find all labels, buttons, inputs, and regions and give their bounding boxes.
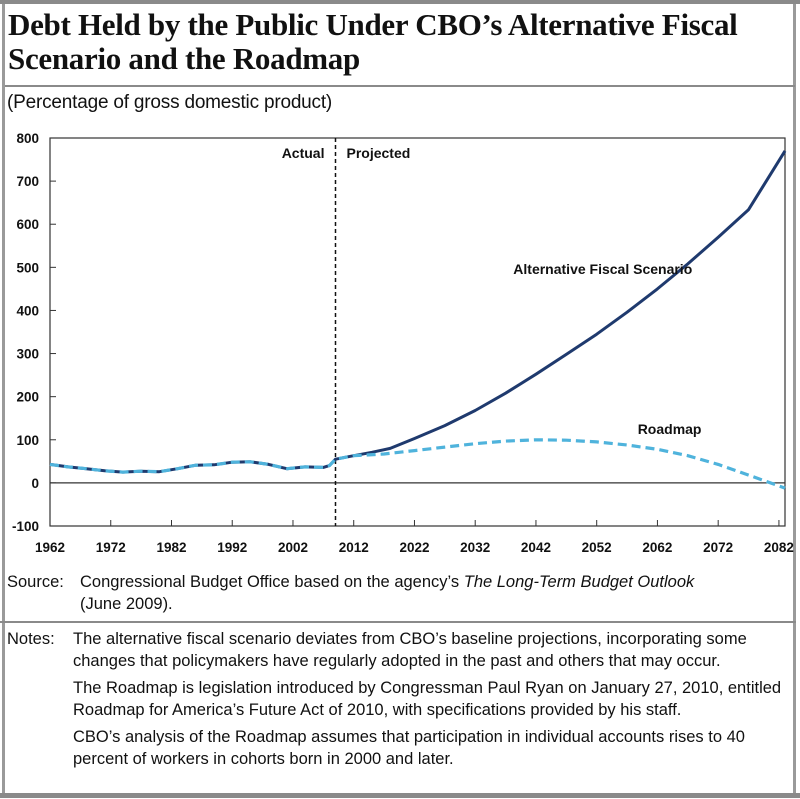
note-text-3: CBO’s analysis of the Roadmap assumes th… bbox=[73, 728, 745, 768]
x-tick-label: 2072 bbox=[703, 540, 733, 555]
source-text: Congressional Budget Office based on the… bbox=[80, 573, 464, 591]
x-tick-label: 2042 bbox=[521, 540, 551, 555]
page-title: Debt Held by the Public Under CBO’s Alte… bbox=[8, 7, 738, 76]
y-tick-label: 0 bbox=[31, 476, 39, 491]
note-3: CBO’s analysis of the Roadmap assumes th… bbox=[7, 726, 797, 770]
source-publication: The Long-Term Budget Outlook bbox=[463, 573, 695, 591]
x-tick-label: 1982 bbox=[156, 540, 186, 555]
roadmap-series-label: Roadmap bbox=[638, 421, 702, 437]
source-date: (June 2009). bbox=[80, 595, 173, 613]
note-text-1: The alternative fiscal scenario deviates… bbox=[73, 630, 747, 670]
roadmap-line bbox=[49, 438, 786, 490]
x-tick-label: 2032 bbox=[460, 540, 490, 555]
source-label: Source: bbox=[7, 573, 64, 591]
x-tick-label: 1962 bbox=[35, 540, 65, 555]
y-tick-label: 300 bbox=[16, 347, 39, 362]
x-tick-label: 2062 bbox=[642, 540, 672, 555]
x-tick-label: 1992 bbox=[217, 540, 247, 555]
projected-label: Projected bbox=[346, 145, 410, 161]
x-tick-label: 2002 bbox=[278, 540, 308, 555]
x-tick-label: 2012 bbox=[339, 540, 369, 555]
x-tick-label: 2052 bbox=[582, 540, 612, 555]
y-tick-label: 200 bbox=[16, 390, 39, 405]
bottom-rule bbox=[0, 793, 800, 798]
actual-label: Actual bbox=[282, 145, 325, 161]
y-tick-label: -100 bbox=[12, 519, 39, 534]
note-1: Notes: The alternative fiscal scenario d… bbox=[7, 628, 797, 672]
y-tick-label: 500 bbox=[16, 260, 39, 275]
x-tick-label: 1972 bbox=[96, 540, 126, 555]
top-rule bbox=[0, 0, 800, 4]
note-2: The Roadmap is legislation introduced by… bbox=[7, 677, 797, 721]
y-tick-label: 600 bbox=[16, 217, 39, 232]
y-tick-label: 100 bbox=[16, 433, 39, 448]
chart-subtitle: (Percentage of gross domestic product) bbox=[7, 92, 333, 113]
notes-section: Source: Congressional Budget Office base… bbox=[0, 571, 797, 775]
y-tick-label: 700 bbox=[16, 174, 39, 189]
alternative-series-label: Alternative Fiscal Scenario bbox=[513, 261, 692, 277]
title-rule bbox=[5, 85, 795, 87]
y-tick-label: 800 bbox=[16, 131, 39, 146]
plot-frame bbox=[49, 137, 786, 527]
source-note: Source: Congressional Budget Office base… bbox=[7, 571, 797, 615]
notes-divider bbox=[0, 621, 796, 623]
chart-svg: -100 0 100 200 300 400 500 600 700 800 1962 1972 198… bbox=[12, 131, 794, 555]
note-text-2: The Roadmap is legislation introduced by… bbox=[73, 679, 782, 719]
x-tick-label: 2022 bbox=[399, 540, 429, 555]
notes-label: Notes: bbox=[7, 630, 55, 648]
x-tick-label: 2082 bbox=[764, 540, 794, 555]
y-tick-label: 400 bbox=[16, 303, 39, 318]
